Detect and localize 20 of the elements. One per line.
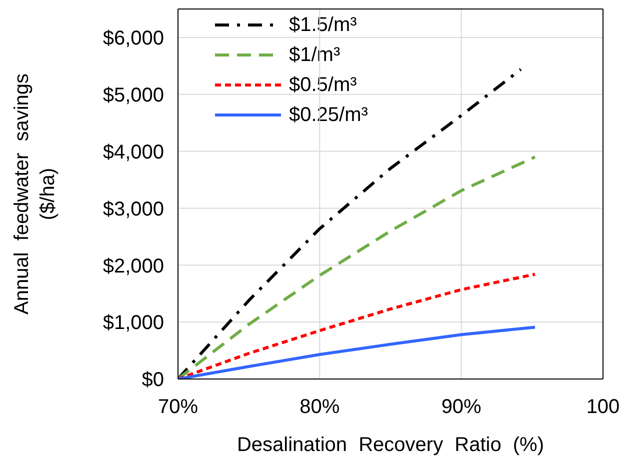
y-axis-title: Annual feedwater savings ($/ha): [11, 73, 59, 315]
legend-label: $1.5/m³: [289, 13, 357, 38]
x-tick-label: 90%: [441, 396, 482, 418]
line-series: [178, 272, 536, 379]
y-tick-label: $2,000: [102, 255, 164, 278]
legend-label: $0.5/m³: [289, 73, 357, 98]
y-tick-label: $3,000: [102, 198, 164, 220]
y-tick-label: $6,000: [102, 28, 164, 50]
y-tick-label: $1,000: [102, 312, 164, 334]
x-tick-label: 80%: [300, 396, 340, 418]
x-tick-label: 100: [586, 396, 620, 418]
line-series: [178, 156, 536, 379]
y-tick-label: $0: [142, 369, 164, 392]
y-tick-label: $4,000: [102, 141, 164, 164]
legend-label: $0.25/m³: [289, 103, 368, 128]
x-axis-title: Desalination Recovery Ratio (%): [236, 434, 544, 456]
line-series: [178, 326, 536, 379]
x-tick-label: 70%: [158, 396, 198, 418]
y-tick-label: $5,000: [102, 84, 164, 106]
legend-label: $1/m³: [289, 43, 340, 68]
